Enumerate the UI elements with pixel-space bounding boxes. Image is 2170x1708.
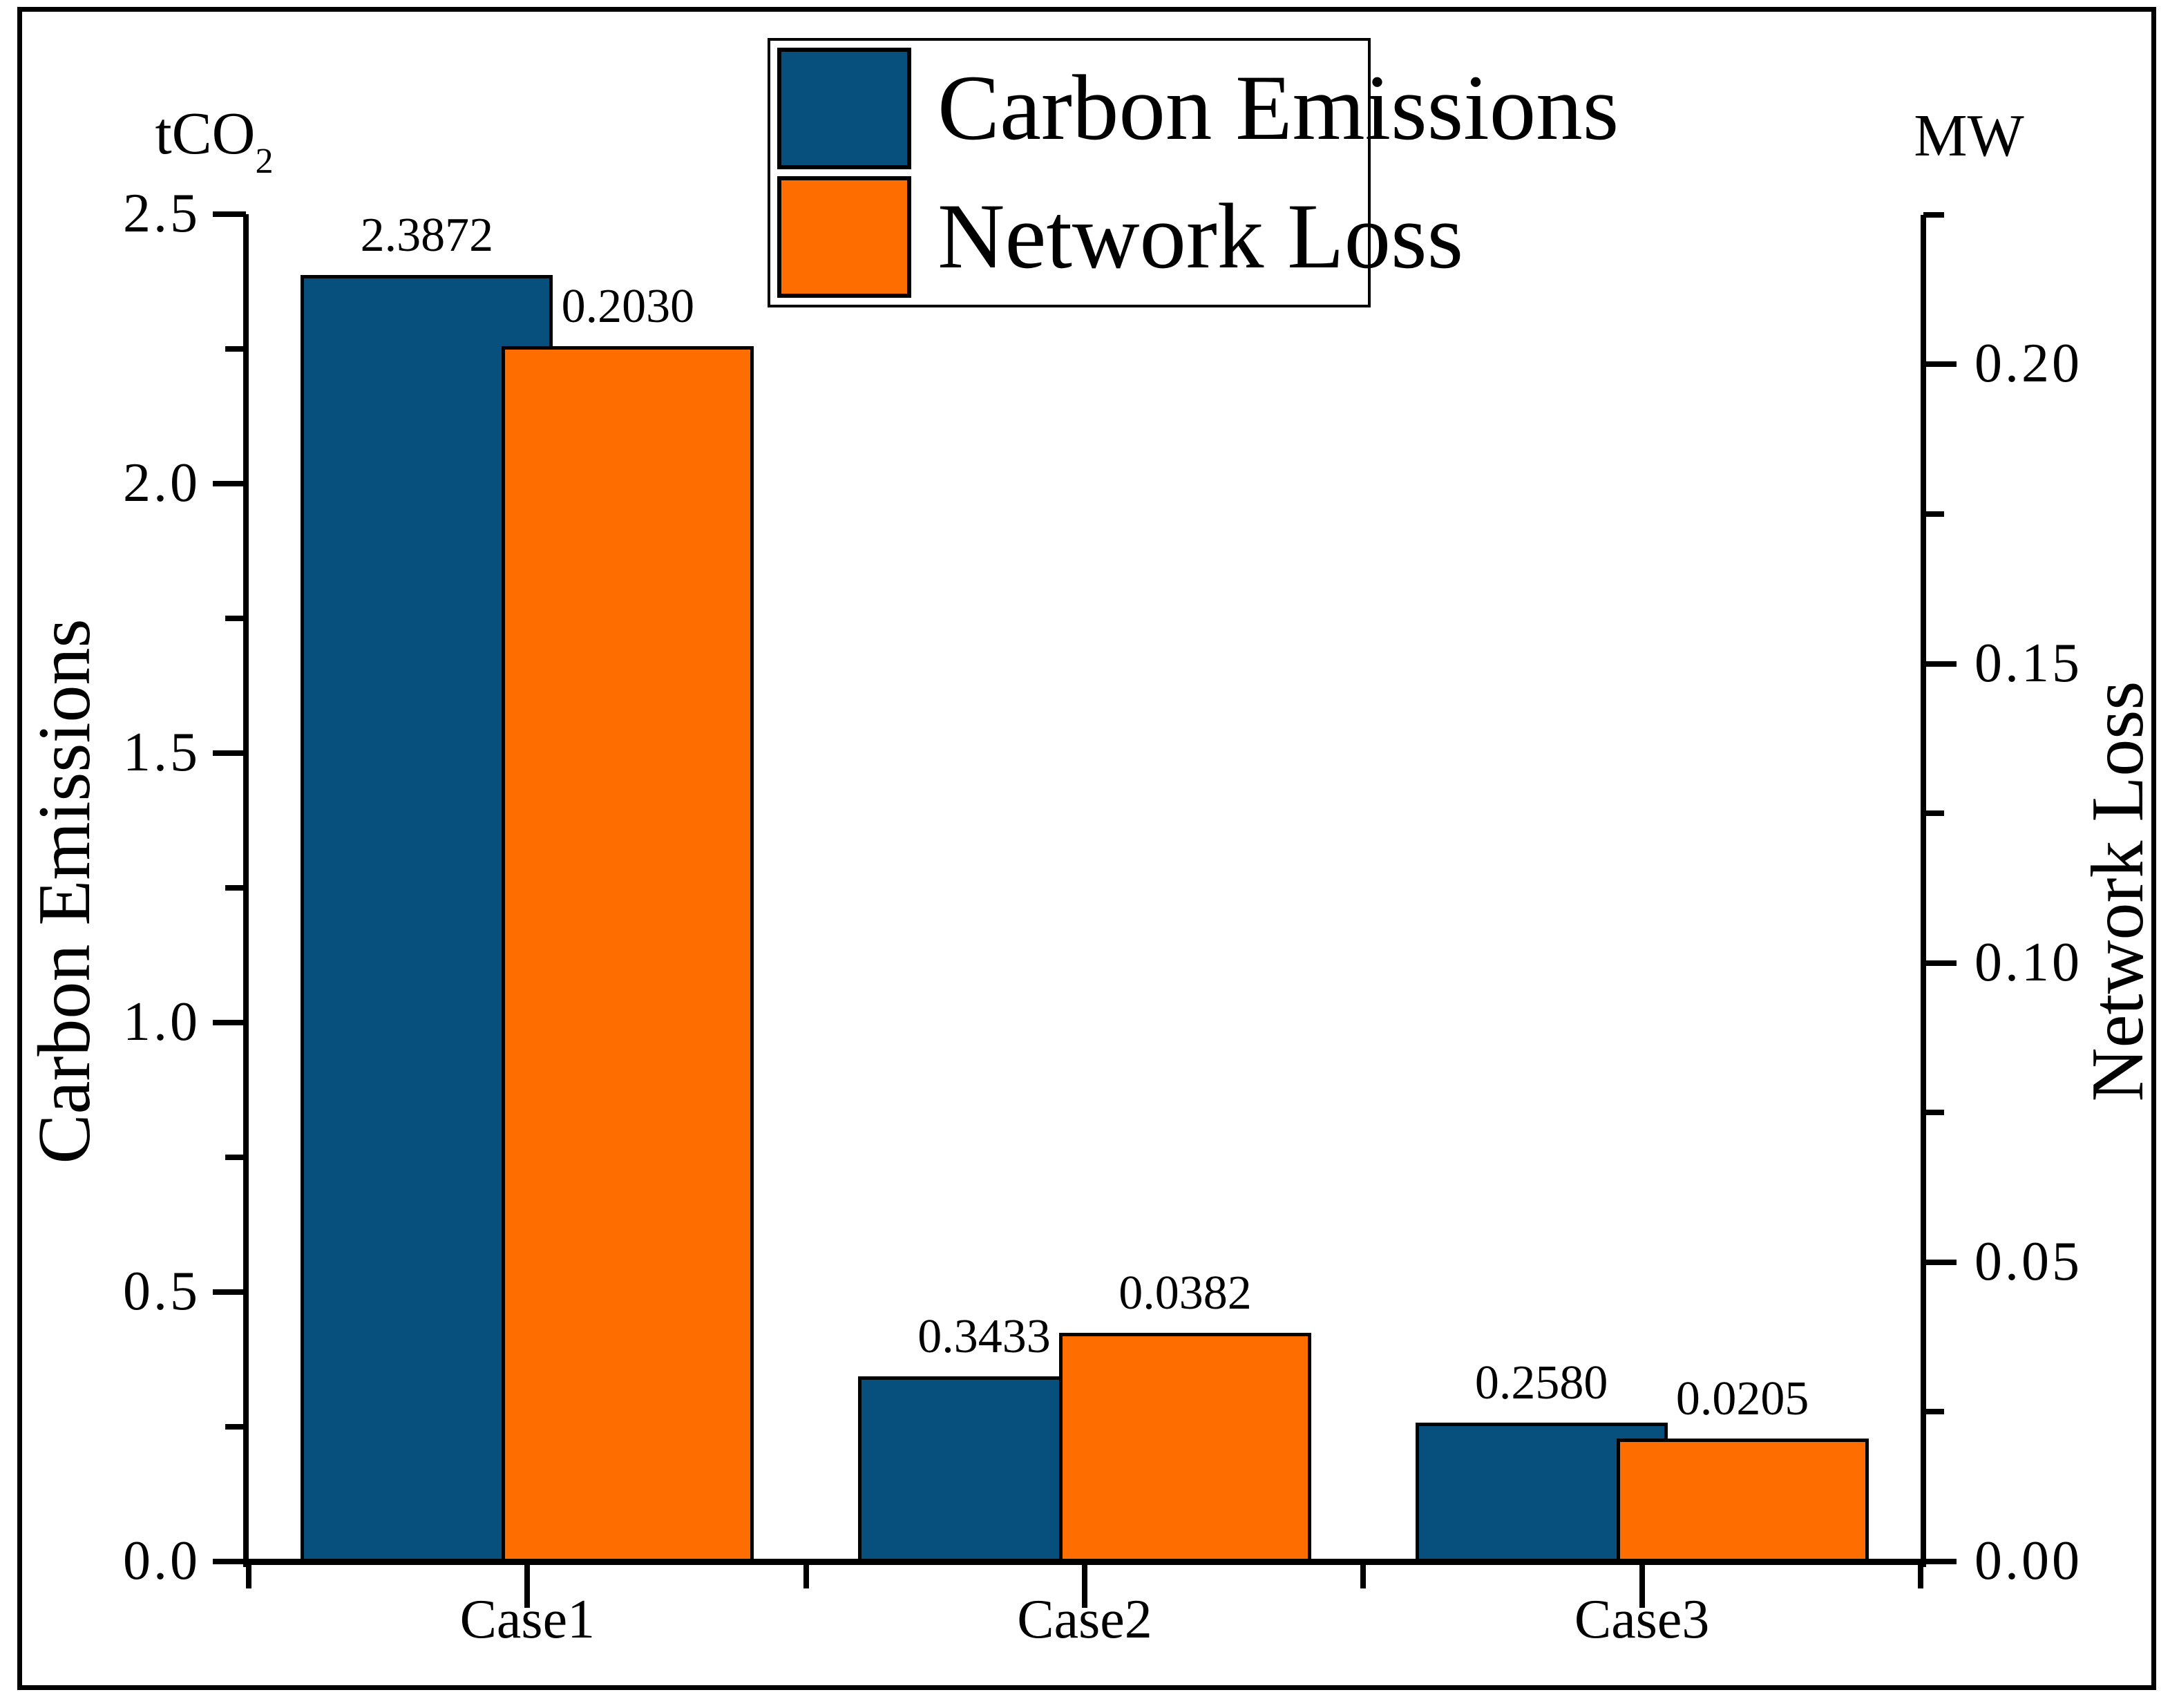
left-axis-minor-tick	[225, 1424, 246, 1430]
right-axis-tick-label: 0.05	[1974, 1231, 2082, 1292]
right-axis-minor-tick	[1923, 211, 1944, 218]
x-axis-major-tick	[524, 1565, 531, 1608]
network-loss-bar	[1616, 1439, 1869, 1564]
legend: Carbon Emissions Network Loss	[768, 38, 1619, 307]
left-axis-major-tick	[213, 481, 246, 486]
x-axis-major-tick	[1082, 1565, 1087, 1608]
right-axis-minor-tick	[1923, 1409, 1944, 1415]
legend-item-carbon-emissions: Carbon Emissions	[777, 48, 1619, 169]
left-axis-major-tick	[213, 750, 246, 756]
bar-value-label: 0.3433	[917, 1310, 1051, 1364]
left-axis-major-tick	[213, 1559, 246, 1564]
left-axis-title: Carbon Emissions	[23, 618, 106, 1164]
right-axis-major-tick	[1923, 361, 1957, 368]
left-axis-tick-label: 1.0	[123, 991, 200, 1052]
left-axis-tick-label: 2.5	[123, 183, 200, 244]
left-axis-minor-tick	[225, 346, 246, 352]
bar-value-label: 0.2030	[561, 280, 695, 334]
right-axis-major-tick	[1923, 661, 1957, 667]
network-loss-bar	[502, 346, 754, 1564]
right-axis-minor-tick	[1923, 511, 1944, 517]
right-axis-tick-label: 0.15	[1974, 632, 2082, 694]
bar-value-label: 0.0382	[1119, 1266, 1252, 1320]
left-axis-unit-text: tCO	[155, 99, 256, 167]
left-axis-minor-tick	[225, 1155, 246, 1160]
network-loss-bar	[1059, 1333, 1311, 1564]
right-axis-tick-label: 0.20	[1974, 333, 2082, 395]
legend-label-network-loss: Network Loss	[938, 185, 1464, 288]
bottom-axis-line	[243, 1559, 1926, 1565]
x-axis-major-tick	[1639, 1565, 1645, 1608]
x-axis-category-label: Case1	[459, 1589, 596, 1650]
carbon-emissions-swatch	[777, 48, 911, 169]
network-loss-swatch	[777, 176, 911, 298]
left-axis-minor-tick	[225, 885, 246, 891]
x-axis-boundary-tick	[1918, 1565, 1923, 1588]
left-axis-tick-label: 2.0	[123, 453, 200, 513]
left-axis-major-tick	[213, 211, 246, 217]
x-axis-category-label: Case2	[1017, 1589, 1152, 1650]
right-axis-major-tick	[1923, 960, 1957, 966]
right-axis-minor-tick	[1923, 1110, 1944, 1116]
left-axis-major-tick	[213, 1289, 246, 1295]
bar-value-label: 2.3872	[360, 208, 494, 262]
right-axis-title: Network Loss	[2077, 681, 2159, 1102]
x-axis-boundary-tick	[803, 1565, 809, 1588]
right-axis-minor-tick	[1923, 810, 1944, 817]
left-axis-minor-tick	[225, 616, 246, 621]
bar-value-label: 0.2580	[1474, 1356, 1608, 1410]
right-axis-major-tick	[1923, 1259, 1957, 1265]
left-axis-tick-label: 0.5	[123, 1261, 200, 1322]
left-axis-line	[243, 214, 249, 1567]
right-axis-tick-label: 0.00	[1974, 1530, 2082, 1591]
bar-value-label: 0.0205	[1675, 1372, 1809, 1426]
x-axis-boundary-tick	[1360, 1565, 1367, 1588]
left-axis-major-tick	[213, 1020, 246, 1025]
left-axis-tick-label: 1.5	[123, 722, 200, 783]
x-axis-boundary-tick	[246, 1565, 251, 1588]
right-axis-unit: MW	[1914, 102, 2024, 169]
legend-label-carbon-emissions: Carbon Emissions	[938, 57, 1619, 160]
right-axis-line	[1921, 215, 1926, 1567]
left-axis-tick-label: 0.0	[123, 1530, 200, 1591]
left-axis-unit: tCO2	[97, 99, 332, 179]
x-axis-category-label: Case3	[1574, 1589, 1710, 1650]
figure-border	[17, 7, 2156, 1690]
left-axis-unit-subscript: 2	[255, 140, 274, 181]
right-axis-major-tick	[1923, 1559, 1957, 1564]
legend-item-network-loss: Network Loss	[777, 176, 1463, 298]
right-axis-tick-label: 0.10	[1974, 931, 2082, 993]
